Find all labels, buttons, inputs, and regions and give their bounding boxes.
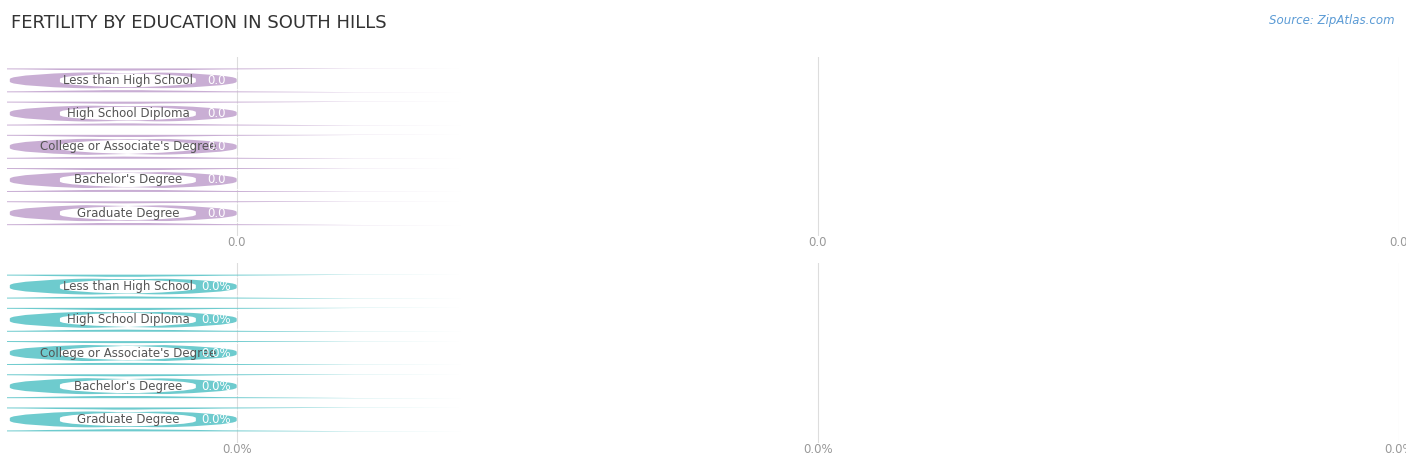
Text: 0.0: 0.0 — [207, 140, 225, 153]
FancyBboxPatch shape — [0, 275, 461, 298]
Text: Less than High School: Less than High School — [63, 280, 193, 293]
Text: College or Associate's Degree: College or Associate's Degree — [39, 347, 217, 359]
Text: 0.0: 0.0 — [207, 74, 225, 87]
FancyBboxPatch shape — [0, 374, 461, 398]
FancyBboxPatch shape — [0, 343, 409, 363]
FancyBboxPatch shape — [0, 201, 461, 225]
Text: Bachelor's Degree: Bachelor's Degree — [73, 380, 181, 393]
FancyBboxPatch shape — [0, 135, 461, 159]
Text: 0.0: 0.0 — [207, 173, 225, 187]
FancyBboxPatch shape — [0, 277, 409, 297]
Text: High School Diploma: High School Diploma — [66, 313, 190, 327]
Text: 0.0%: 0.0% — [803, 443, 832, 456]
Text: 0.0%: 0.0% — [201, 347, 231, 359]
Text: FERTILITY BY EDUCATION IN SOUTH HILLS: FERTILITY BY EDUCATION IN SOUTH HILLS — [11, 14, 387, 32]
FancyBboxPatch shape — [0, 410, 409, 429]
FancyBboxPatch shape — [0, 407, 461, 431]
Text: Bachelor's Degree: Bachelor's Degree — [73, 173, 181, 187]
FancyBboxPatch shape — [0, 310, 409, 329]
Text: 0.0: 0.0 — [228, 237, 246, 249]
FancyBboxPatch shape — [0, 104, 409, 123]
FancyBboxPatch shape — [0, 170, 409, 190]
FancyBboxPatch shape — [0, 70, 409, 90]
Text: 0.0: 0.0 — [207, 107, 225, 120]
Text: 0.0%: 0.0% — [201, 280, 231, 293]
Text: 0.0: 0.0 — [808, 237, 827, 249]
FancyBboxPatch shape — [0, 69, 461, 92]
FancyBboxPatch shape — [0, 308, 461, 332]
FancyBboxPatch shape — [0, 168, 461, 192]
Text: 0.0: 0.0 — [1389, 237, 1406, 249]
Text: College or Associate's Degree: College or Associate's Degree — [39, 140, 217, 153]
FancyBboxPatch shape — [0, 137, 409, 157]
Text: 0.0: 0.0 — [207, 207, 225, 220]
Text: 0.0%: 0.0% — [222, 443, 252, 456]
Text: Graduate Degree: Graduate Degree — [77, 207, 179, 220]
FancyBboxPatch shape — [0, 341, 461, 365]
FancyBboxPatch shape — [0, 377, 409, 396]
Text: High School Diploma: High School Diploma — [66, 107, 190, 120]
FancyBboxPatch shape — [0, 203, 409, 223]
Text: 0.0%: 0.0% — [201, 413, 231, 426]
Text: Less than High School: Less than High School — [63, 74, 193, 87]
Text: 0.0%: 0.0% — [201, 380, 231, 393]
Text: 0.0%: 0.0% — [201, 313, 231, 327]
Text: Graduate Degree: Graduate Degree — [77, 413, 179, 426]
FancyBboxPatch shape — [0, 101, 461, 126]
Text: 0.0%: 0.0% — [1384, 443, 1406, 456]
Text: Source: ZipAtlas.com: Source: ZipAtlas.com — [1270, 14, 1395, 27]
